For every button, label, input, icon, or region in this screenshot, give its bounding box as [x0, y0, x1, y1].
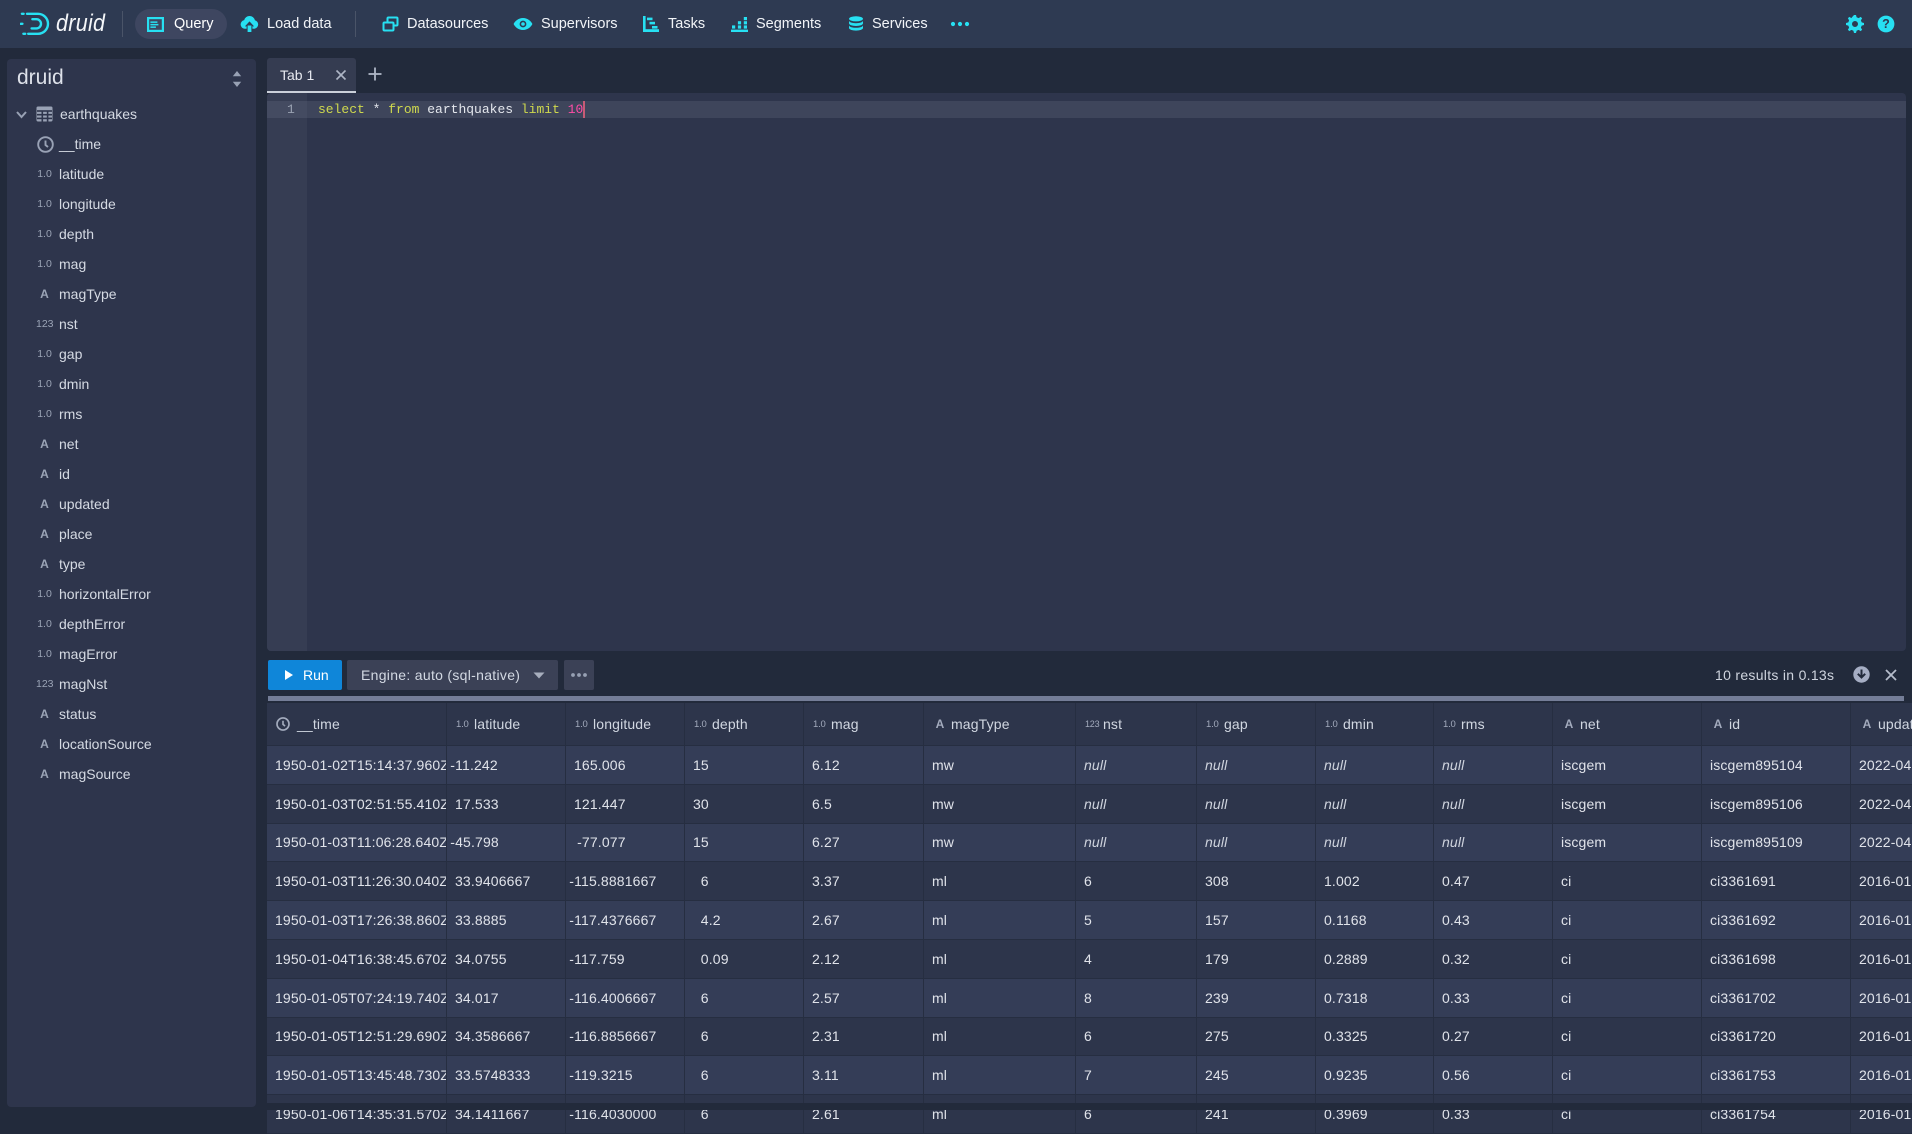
- svg-text:?: ?: [1882, 17, 1890, 31]
